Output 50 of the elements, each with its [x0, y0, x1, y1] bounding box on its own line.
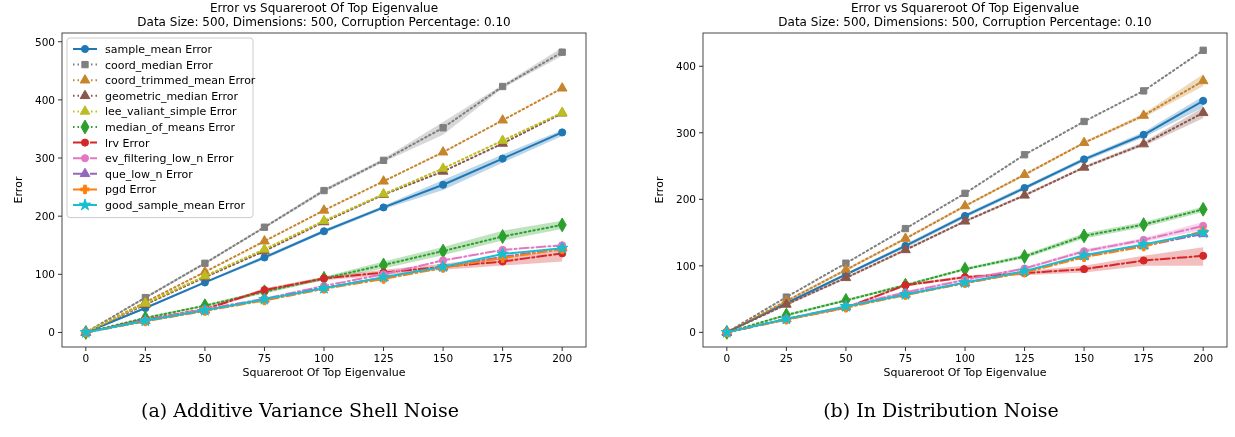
text: (a) Additive Variance Shell Noise	[141, 399, 459, 421]
legend-label: median_of_means Error	[105, 121, 236, 134]
x-tick-label: 50	[198, 352, 212, 364]
x-tick-label: 50	[839, 352, 853, 364]
legend-label: sample_mean Error	[105, 43, 213, 56]
y-axis-title: Error	[12, 176, 25, 204]
legend-label: coord_trimmed_mean Error	[105, 74, 256, 88]
x-tick-label: 100	[313, 352, 335, 364]
x-tick-label: 125	[1014, 352, 1035, 364]
chart-title: Error vs Squareroot Of Top Eigenvalue	[209, 1, 439, 15]
x-tick-label: 25	[779, 352, 794, 364]
y-tick-label: 300	[34, 152, 55, 165]
legend-label: ev_filtering_low_n Error	[105, 152, 234, 166]
x-tick-label: 175	[492, 352, 513, 364]
legend-label: pgd Error	[105, 183, 157, 197]
legend-label: que_low_n Error	[105, 167, 194, 181]
x-tick-label: 200	[552, 352, 573, 364]
chart-subtitle: Data Size: 500, Dimensions: 500, Corruption Percentage: 0.10	[137, 15, 511, 29]
legend-label: lrv Error	[105, 136, 150, 150]
x-tick-label: 0	[82, 352, 90, 364]
y-tick-label: 500	[34, 35, 55, 48]
x-tick-label: 150	[1074, 352, 1095, 364]
x-tick-label: 175	[1133, 352, 1154, 364]
y-tick-label: 0	[48, 326, 55, 339]
x-tick-label: 75	[898, 352, 913, 364]
y-tick-label: 200	[34, 210, 55, 223]
legend-label: good_sample_mean Error	[105, 199, 246, 212]
x-tick-label: 75	[257, 352, 272, 364]
y-tick-label: 0	[689, 326, 696, 339]
y-tick-label: 300	[675, 126, 696, 139]
text: (b) In Distribution Noise	[823, 399, 1059, 421]
legend-label: lee_valiant_simple Error	[105, 105, 238, 119]
y-tick-label: 400	[675, 60, 696, 73]
y-tick-label: 400	[34, 93, 55, 106]
x-tick-label: 200	[1193, 352, 1214, 364]
chart-subtitle: Data Size: 500, Dimensions: 500, Corruption Percentage: 0.10	[778, 15, 1152, 29]
x-tick-label: 0	[723, 352, 731, 364]
x-axis-title: Squareroot Of Top Eigenvalue	[883, 366, 1047, 379]
chart-title: Error vs Squareroot Of Top Eigenvalue	[850, 1, 1080, 15]
y-tick-label: 100	[675, 259, 696, 272]
x-tick-label: 150	[433, 352, 454, 364]
x-tick-label: 25	[138, 352, 153, 364]
y-tick-label: 200	[675, 193, 696, 206]
y-axis-title: Error	[653, 176, 666, 204]
legend-label: geometric_median Error	[105, 89, 239, 103]
x-axis-title: Squareroot Of Top Eigenvalue	[242, 366, 406, 379]
y-tick-label: 100	[34, 268, 55, 281]
legend-label: coord_median Error	[105, 58, 214, 72]
x-tick-label: 100	[954, 352, 976, 364]
x-tick-label: 125	[373, 352, 394, 364]
